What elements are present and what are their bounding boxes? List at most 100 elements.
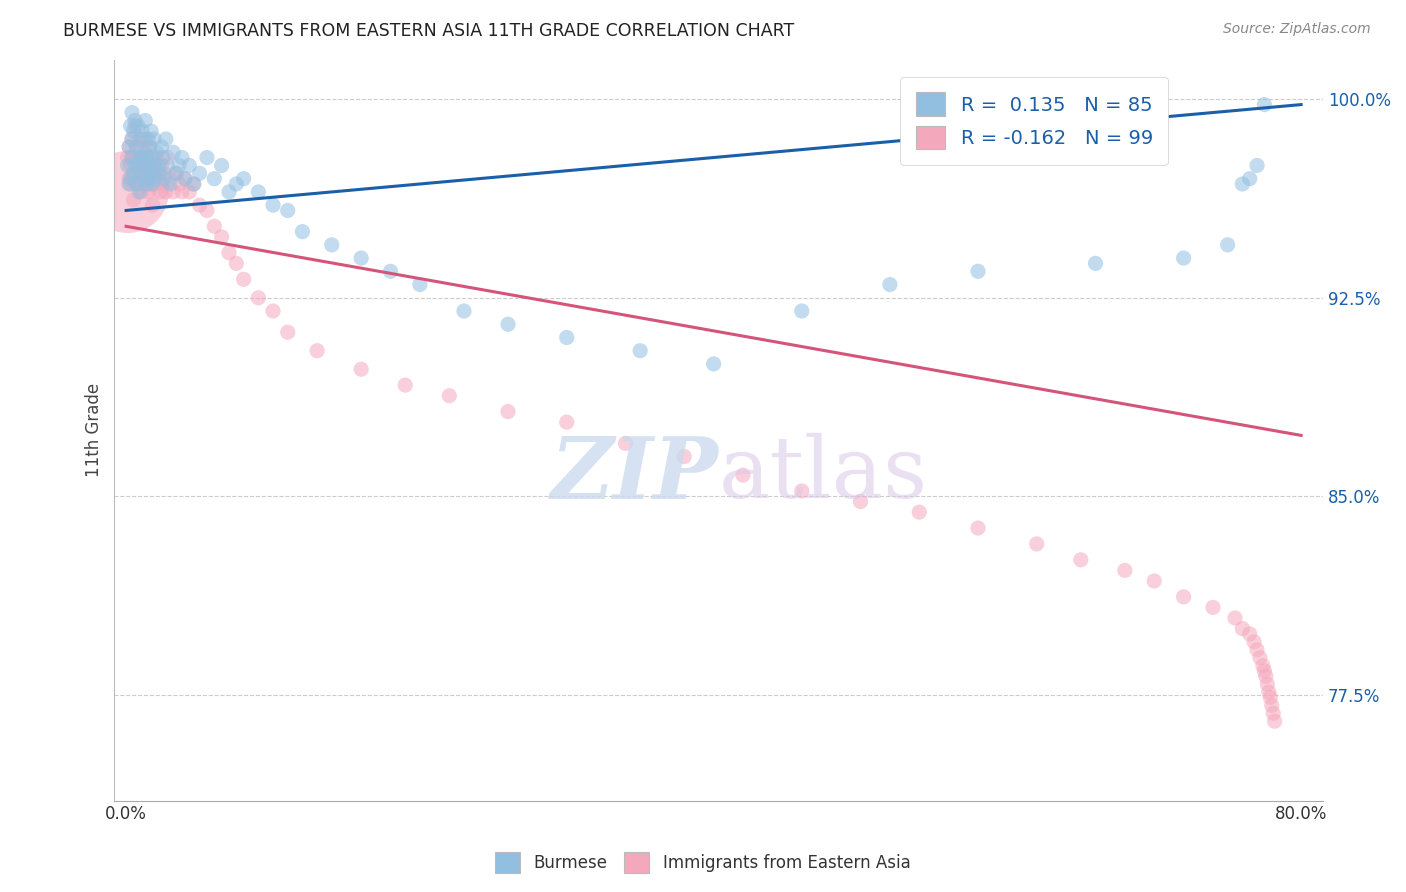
Point (277, 325, 299, 339)
Point (118, 140, 141, 154)
Point (135, 177, 157, 191)
Point (127, 158, 149, 172)
Point (132, 171, 155, 186)
Point (131, 124, 153, 138)
Point (121, 132, 143, 146)
Point (1239, 171, 1261, 186)
Point (350, 251, 373, 265)
Point (145, 177, 167, 191)
Point (142, 151, 165, 165)
Point (211, 230, 233, 244)
Point (134, 113, 156, 128)
Point (1243, 635, 1265, 649)
Point (1070, 553, 1092, 567)
Point (167, 177, 190, 191)
Point (218, 245, 240, 260)
Point (1084, 256, 1107, 270)
Point (129, 132, 152, 146)
Point (121, 132, 143, 146)
Point (1249, 650, 1271, 665)
Point (321, 238, 343, 252)
Point (1261, 698, 1284, 713)
Point (132, 145, 155, 160)
Y-axis label: 11th Grade: 11th Grade (86, 383, 103, 477)
Point (149, 185, 172, 199)
Point (225, 256, 247, 270)
Point (125, 177, 148, 191)
Point (124, 158, 146, 172)
Point (439, 389, 461, 403)
Point (124, 119, 146, 133)
Point (118, 171, 141, 186)
Point (496, 318, 519, 332)
Point (790, 304, 813, 318)
Point (170, 185, 193, 199)
Point (1216, 238, 1239, 252)
Point (170, 151, 193, 165)
Point (277, 203, 299, 218)
Point (155, 132, 177, 146)
Point (117, 151, 139, 165)
Point (703, 357, 725, 371)
Text: atlas: atlas (718, 433, 928, 516)
Point (138, 140, 160, 154)
Point (291, 225, 314, 239)
Point (134, 132, 156, 146)
Point (307, 343, 329, 358)
Point (120, 177, 142, 191)
Point (262, 304, 284, 318)
Point (195, 203, 218, 218)
Point (350, 362, 373, 376)
Point (159, 171, 181, 186)
Point (555, 415, 578, 429)
Point (127, 119, 149, 133)
Point (218, 185, 240, 199)
Point (162, 145, 184, 160)
Point (118, 177, 141, 191)
Point (136, 171, 159, 186)
Point (202, 171, 225, 186)
Point (232, 272, 254, 286)
Point (128, 151, 150, 165)
Point (121, 105, 143, 120)
Point (121, 151, 143, 165)
Point (139, 158, 162, 172)
Point (124, 151, 146, 165)
Point (139, 166, 162, 180)
Point (159, 177, 181, 191)
Point (1263, 706, 1285, 721)
Point (120, 119, 142, 133)
Point (202, 219, 225, 234)
Point (143, 158, 166, 172)
Point (117, 185, 139, 199)
Point (790, 483, 813, 498)
Point (156, 151, 179, 165)
Point (165, 166, 187, 180)
Point (135, 166, 157, 180)
Point (138, 177, 160, 191)
Point (149, 166, 172, 180)
Point (156, 158, 179, 172)
Point (153, 171, 176, 186)
Point (195, 151, 218, 165)
Point (262, 198, 284, 212)
Point (153, 166, 176, 180)
Point (128, 185, 150, 199)
Point (162, 185, 184, 199)
Point (134, 158, 156, 172)
Point (150, 140, 173, 154)
Point (138, 158, 160, 172)
Text: Source: ZipAtlas.com: Source: ZipAtlas.com (1223, 22, 1371, 37)
Point (1232, 622, 1254, 636)
Point (155, 185, 177, 199)
Point (673, 450, 696, 464)
Point (129, 166, 152, 180)
Point (142, 177, 165, 191)
Point (122, 124, 145, 138)
Point (1246, 158, 1268, 172)
Point (131, 151, 153, 165)
Point (134, 177, 156, 191)
Point (128, 158, 150, 172)
Text: ZIP: ZIP (551, 433, 718, 516)
Point (135, 151, 157, 165)
